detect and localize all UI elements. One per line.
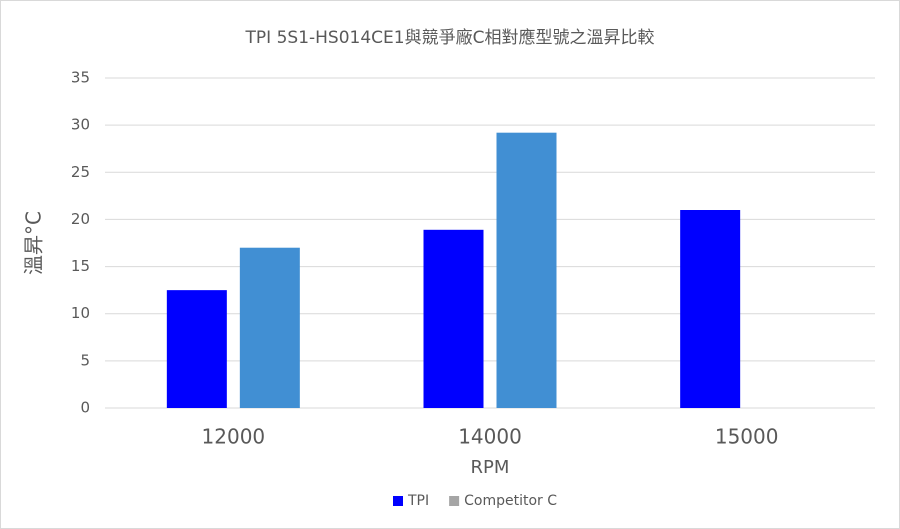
chart-title: TPI 5S1-HS014CE1與競爭廠C相對應型號之溫昇比較	[245, 27, 655, 48]
legend-swatch	[393, 496, 403, 506]
y-tick-label: 20	[71, 210, 90, 228]
y-tick-label: 30	[71, 116, 90, 134]
legend-label: Competitor C	[464, 493, 557, 509]
x-axis-label: RPM	[471, 457, 510, 478]
y-tick-label: 0	[80, 399, 90, 417]
x-tick-label: 12000	[202, 425, 266, 449]
x-tick-label: 15000	[715, 425, 779, 449]
y-tick-label: 5	[80, 351, 90, 369]
y-tick-label: 10	[71, 304, 90, 322]
y-tick-label: 15	[71, 257, 90, 275]
bar	[239, 247, 300, 408]
y-axis-label: 溫昇°C	[22, 211, 46, 275]
legend-label: TPI	[407, 493, 429, 509]
bar	[680, 210, 741, 408]
y-tick-label: 25	[71, 163, 90, 181]
legend-swatch	[449, 496, 460, 506]
bar	[423, 229, 484, 408]
bar	[166, 290, 227, 408]
y-tick-label: 35	[71, 69, 90, 87]
x-tick-label: 14000	[458, 425, 522, 449]
bar	[496, 132, 557, 408]
